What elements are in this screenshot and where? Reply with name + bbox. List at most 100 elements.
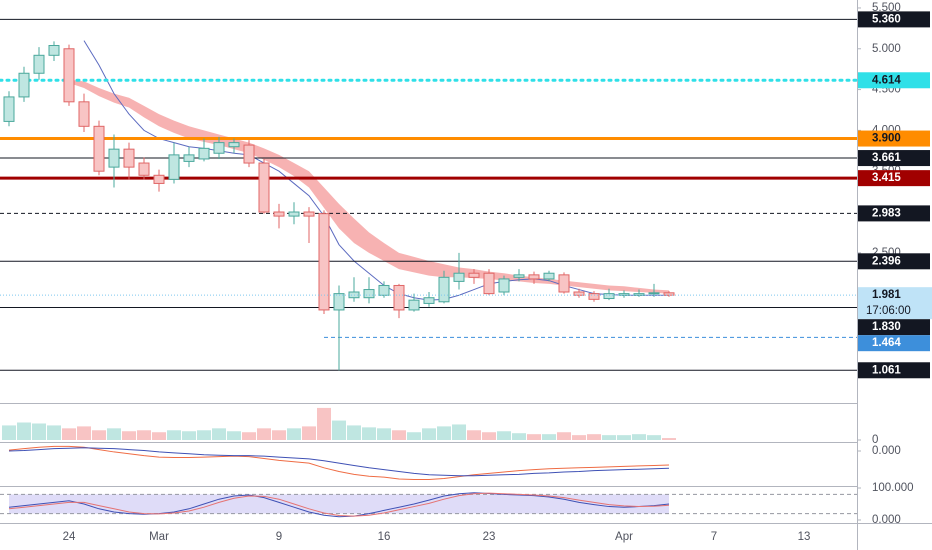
candle-body — [333, 293, 345, 311]
volume-bar — [437, 426, 451, 440]
candle-body — [243, 144, 255, 164]
candle-body — [318, 213, 330, 311]
candle-body — [123, 148, 135, 168]
volume-bar — [662, 438, 676, 440]
volume-bar — [362, 427, 376, 440]
countdown: 17:06:00 — [866, 305, 911, 317]
x-tick-label: 23 — [483, 531, 496, 543]
candle-body — [18, 72, 30, 98]
candle-body — [588, 293, 600, 300]
candle-body — [423, 297, 435, 304]
candle-body — [468, 272, 480, 278]
volume-bar — [227, 431, 241, 440]
volume-bar — [527, 434, 541, 440]
candle-body — [378, 284, 390, 296]
volume-bar — [302, 426, 316, 440]
volume-bar — [17, 422, 31, 440]
volume-bar — [587, 434, 601, 440]
candle-body — [153, 174, 165, 184]
volume-bar — [122, 431, 136, 440]
price-label: 1.981 — [872, 289, 901, 301]
price-label: 3.900 — [872, 133, 901, 145]
y-tick-label: 0.000 — [872, 514, 901, 526]
price-label-bg — [858, 335, 930, 352]
candle-body — [528, 274, 540, 280]
candle-body — [48, 45, 60, 56]
volume-bar — [647, 435, 661, 440]
volume-bar — [542, 434, 556, 440]
y-tick-label: 0.000 — [872, 445, 901, 457]
candle-body — [393, 284, 405, 311]
candle-body — [288, 211, 300, 217]
volume-bar — [62, 428, 76, 440]
price-label-bg — [858, 205, 930, 222]
price-label-bg — [858, 319, 930, 336]
volume-bar — [467, 430, 481, 440]
price-label: 1.464 — [872, 337, 901, 349]
volume-bar — [497, 431, 511, 440]
x-tick-label: 24 — [63, 531, 76, 543]
volume-bar — [182, 431, 196, 440]
volume-bar — [317, 407, 331, 440]
candle-body — [138, 162, 150, 176]
volume-bar — [2, 425, 16, 440]
x-tick-label: 16 — [378, 531, 391, 543]
price-label-bg — [858, 170, 930, 187]
candle-body — [498, 278, 510, 293]
volume-bar — [617, 435, 631, 440]
volume-bar — [92, 430, 106, 440]
indicator-line — [8, 492, 670, 517]
candle-body — [93, 125, 105, 172]
oscillator-band — [9, 494, 669, 514]
indicator-line — [8, 492, 670, 518]
indicator-line — [8, 445, 670, 480]
price-label: 2.396 — [872, 255, 901, 267]
price-label: 3.415 — [872, 172, 901, 184]
volume-bar — [242, 432, 256, 440]
x-tick-label: Apr — [615, 531, 633, 543]
volume-bar — [212, 428, 226, 440]
candle-body — [273, 211, 285, 217]
volume-bar — [47, 425, 61, 440]
volume-bar — [152, 432, 166, 440]
candle-body — [363, 289, 375, 299]
price-label-bg — [858, 287, 932, 320]
y-tick-label: 0 — [872, 434, 878, 446]
volume-bar — [572, 435, 586, 440]
candle-body — [108, 148, 120, 168]
price-label: 4.614 — [872, 74, 901, 86]
candle-body — [3, 96, 15, 122]
candle-body — [513, 274, 525, 278]
candle-body — [543, 272, 555, 280]
volume-bar — [332, 420, 346, 440]
candle-body — [438, 276, 450, 303]
volume-bar — [632, 434, 646, 440]
y-tick-label: 5.500 — [872, 2, 901, 14]
price-label: 1.830 — [872, 321, 901, 333]
candle-body — [603, 293, 615, 300]
volume-bar — [77, 426, 91, 440]
price-label: 5.360 — [872, 13, 901, 25]
indicator-line — [8, 447, 670, 477]
price-label-bg — [858, 11, 930, 28]
candle-body — [453, 272, 465, 282]
candle-body — [78, 101, 90, 127]
volume-bar — [107, 428, 121, 440]
volume-bar — [452, 424, 466, 440]
volume-bar — [257, 428, 271, 440]
price-label-bg — [858, 130, 930, 147]
price-label: 2.983 — [872, 207, 901, 219]
volume-bar — [287, 428, 301, 440]
candle-body — [408, 299, 420, 311]
candle-body — [258, 162, 270, 213]
volume-bar — [137, 430, 151, 440]
candle-body — [198, 147, 210, 160]
moving-average — [83, 40, 669, 301]
x-tick-label: 7 — [711, 531, 717, 543]
x-tick-label: 13 — [798, 531, 811, 543]
price-label-bg — [858, 362, 930, 379]
candle-body — [303, 211, 315, 217]
candle-body — [213, 142, 225, 154]
volume-bar — [602, 435, 616, 440]
